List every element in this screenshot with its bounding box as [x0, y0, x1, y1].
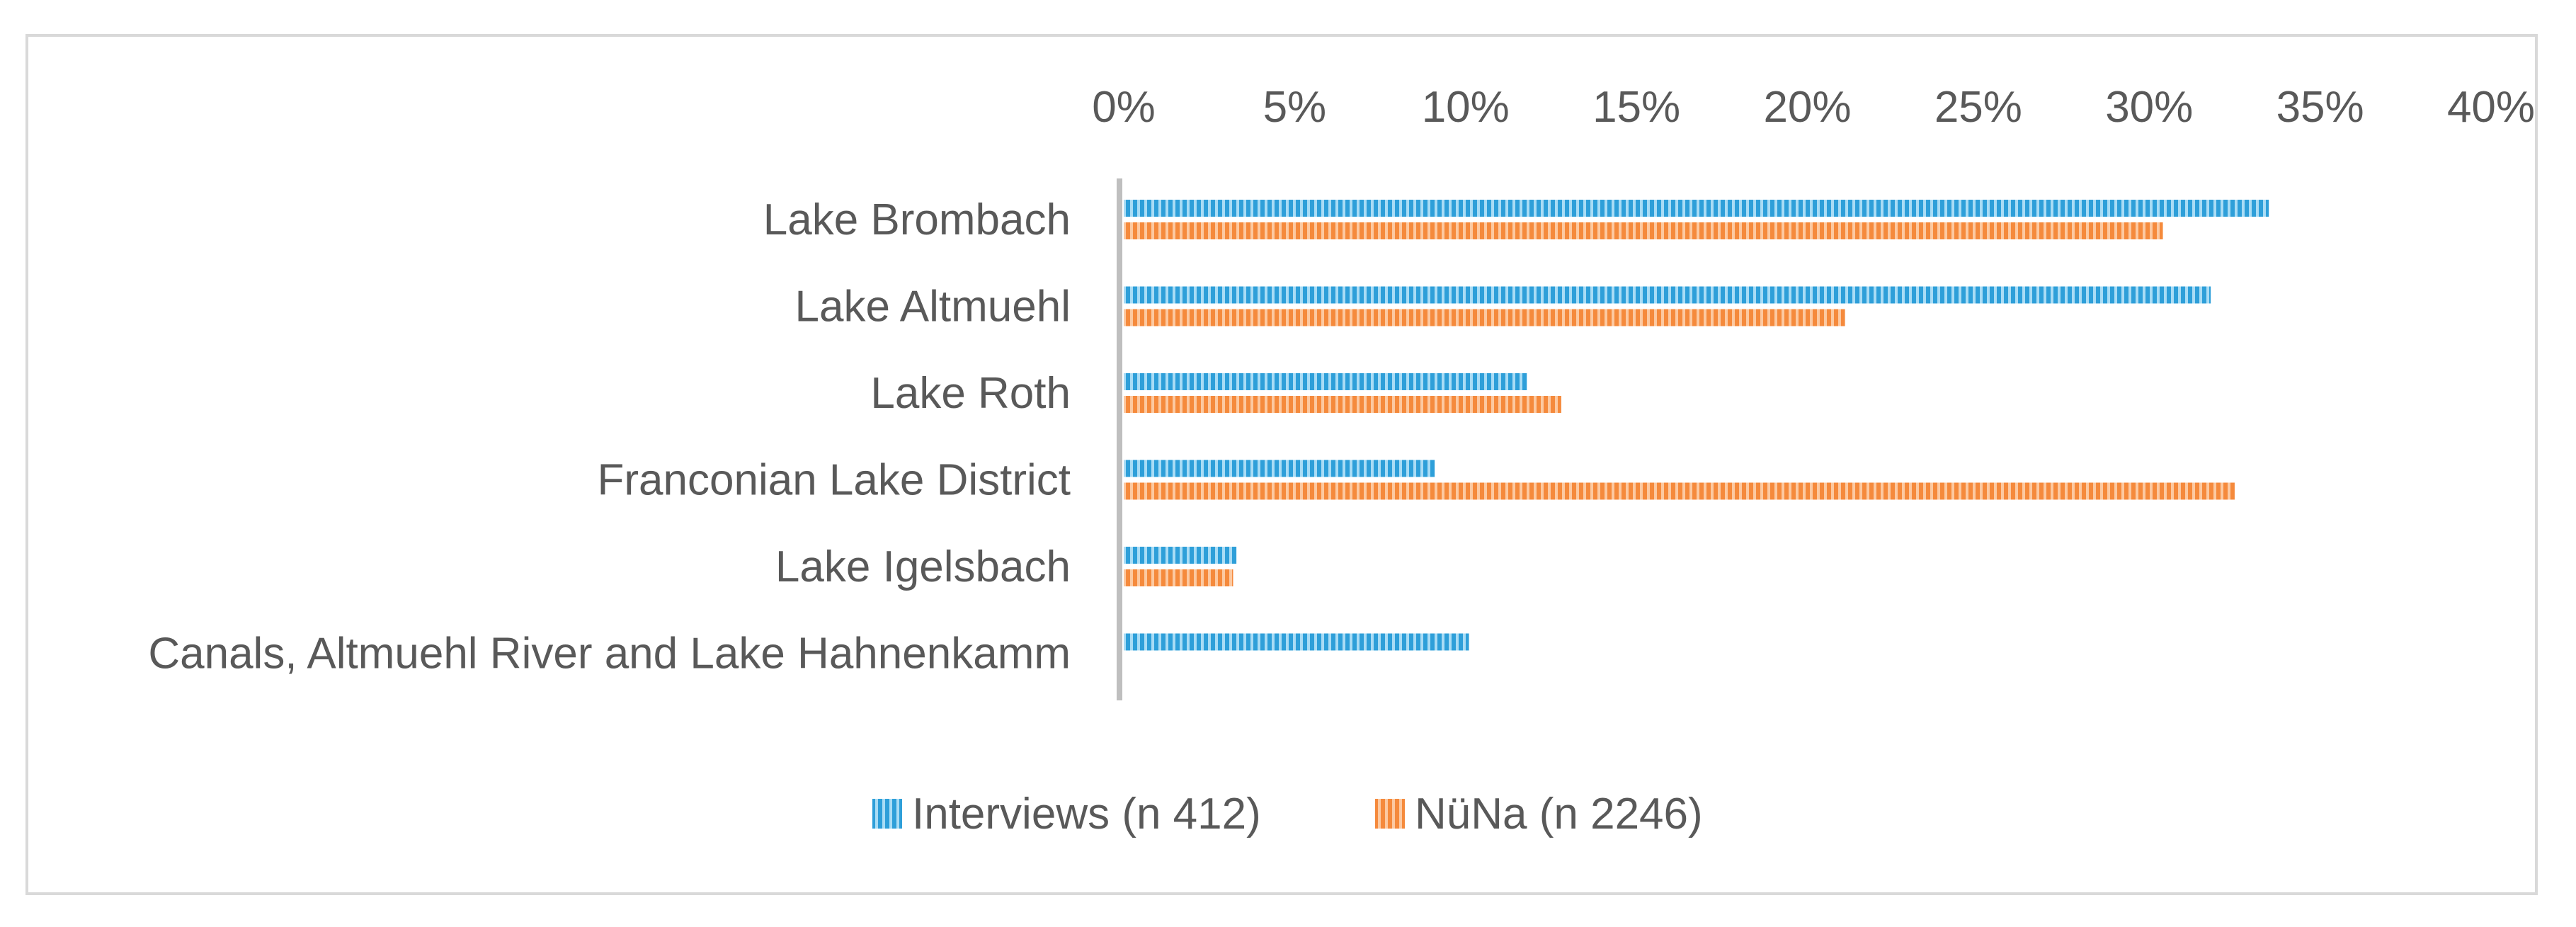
category-label: Lake Igelsbach [775, 542, 1071, 591]
category-label: Canals, Altmuehl River and Lake Hahnenka… [148, 630, 1071, 678]
category-label: Lake Brombach [763, 195, 1071, 244]
chart-frame: 0% 5% 10% 15% 20% 25% 30% 35% 40% Lake Brombach L… [25, 34, 2538, 895]
bar-nuna [1124, 396, 1561, 413]
x-tick-label: 25% [1934, 83, 2022, 132]
bar-interviews [1124, 547, 1237, 564]
bar-nuna [1124, 309, 1845, 326]
x-tick-label: 5% [1263, 83, 1327, 132]
legend-label-nuna: NüNa (n 2246) [1415, 790, 1703, 838]
bar-nuna [1124, 569, 1233, 586]
bar-interviews [1124, 286, 2211, 304]
x-tick-label: 35% [2276, 83, 2364, 132]
x-axis-tick-labels: 0% 5% 10% 15% 20% 25% 30% 35% 40% [1092, 83, 2535, 132]
bar-interviews [1124, 373, 1527, 390]
x-tick-label: 15% [1592, 83, 1680, 132]
bar-nuna [1124, 222, 2163, 239]
bar-nuna [1124, 482, 2235, 500]
bar-interviews [1124, 633, 1469, 651]
x-tick-label: 20% [1763, 83, 1851, 132]
legend: Interviews (n 412) NüNa (n 2246) [872, 790, 1703, 838]
category-label: Franconian Lake District [598, 456, 1071, 505]
category-label: Lake Altmuehl [795, 283, 1071, 331]
bar-chart: 0% 5% 10% 15% 20% 25% 30% 35% 40% Lake BrombachL… [148, 83, 2535, 838]
x-tick-label: 40% [2447, 83, 2535, 132]
bar-interviews [1124, 200, 2269, 217]
legend-label-interviews: Interviews (n 412) [912, 790, 1261, 838]
x-tick-label: 10% [1422, 83, 1510, 132]
x-tick-label: 0% [1092, 83, 1156, 132]
bars [1124, 200, 2269, 651]
category-labels: Lake Brombach Lake Altmuehl Lake Roth Franc… [148, 195, 1071, 678]
x-tick-label: 30% [2105, 83, 2193, 132]
category-label: Lake Roth [870, 369, 1071, 418]
legend-swatch-nuna [1375, 799, 1405, 829]
legend-swatch-interviews [872, 799, 902, 829]
bar-interviews [1124, 460, 1435, 477]
